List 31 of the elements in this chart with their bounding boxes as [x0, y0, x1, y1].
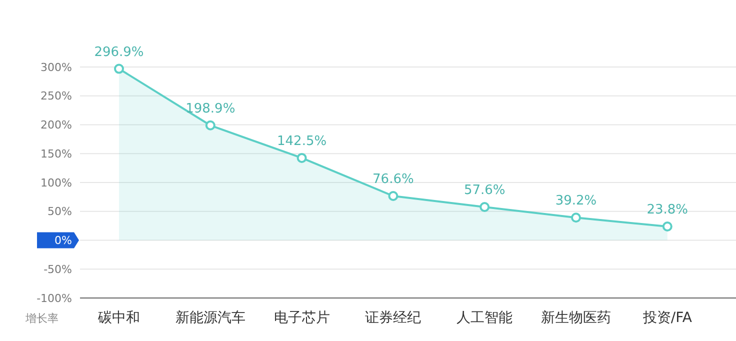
point — [205, 120, 216, 130]
data-label: 76.6% — [372, 172, 414, 188]
point — [114, 64, 124, 74]
data-label: 23.8% — [646, 202, 688, 218]
data-label: 39.2% — [555, 194, 597, 209]
x-tick-label: 证券经纪 — [365, 310, 422, 326]
y-tick-label: 300% — [40, 60, 72, 74]
data-label: 142.5% — [277, 134, 327, 149]
y-tick-label: 250% — [40, 90, 72, 103]
data-label: 296.9% — [94, 44, 144, 60]
point — [571, 212, 581, 223]
y-tick-label: 100% — [40, 176, 72, 190]
y-tick-label: -50% — [44, 262, 72, 276]
y-tick-label: 200% — [40, 118, 72, 132]
x-tick-label: 新能源汽车 — [175, 310, 246, 326]
x-tick-label: 投资/FA — [642, 310, 692, 326]
data-label: 198.9% — [186, 101, 236, 116]
x-tick-label: 电子芯片 — [274, 310, 330, 326]
y-tick-label: 0% — [54, 234, 72, 248]
y-tick-label: 50% — [48, 205, 72, 218]
point — [388, 191, 398, 202]
point — [296, 152, 307, 163]
point — [662, 222, 672, 232]
y-tick-label: -100% — [36, 292, 72, 305]
x-axis-title: 增长率 — [24, 312, 58, 325]
x-tick-label: 新生物医药 — [541, 310, 611, 326]
data-label: 57.6% — [464, 182, 506, 198]
point — [480, 202, 490, 212]
y-tick-label: 150% — [40, 147, 72, 160]
x-tick-label: 人工智能 — [456, 310, 513, 326]
x-tick-label: 碳中和 — [97, 310, 140, 326]
